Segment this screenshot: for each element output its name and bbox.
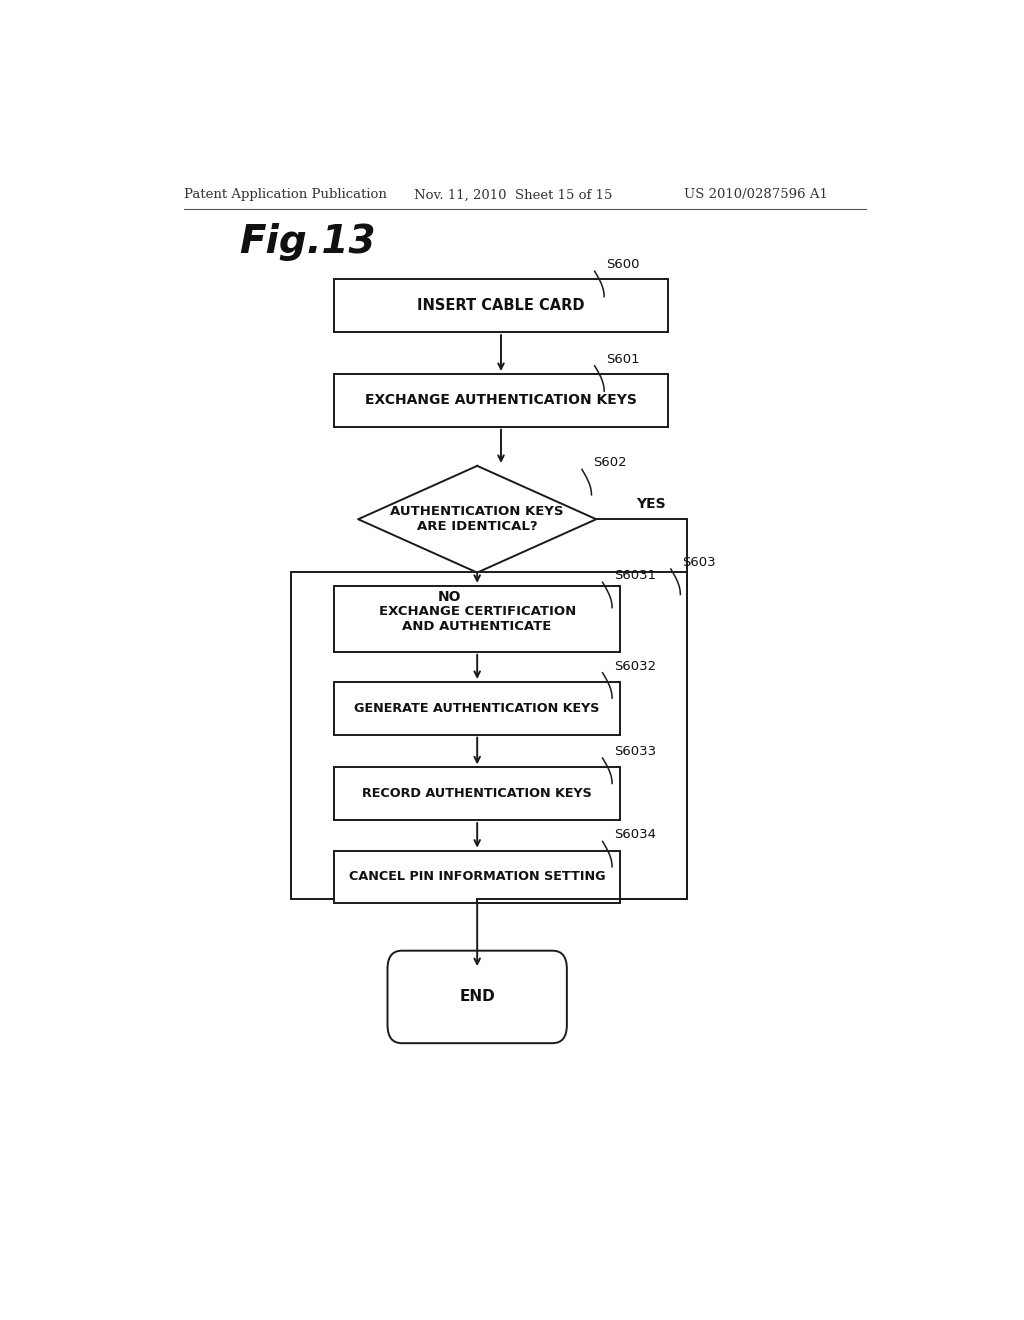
Text: US 2010/0287596 A1: US 2010/0287596 A1 (684, 189, 827, 202)
Text: Patent Application Publication: Patent Application Publication (183, 189, 386, 202)
Text: YES: YES (636, 496, 666, 511)
FancyBboxPatch shape (334, 682, 620, 735)
Text: AUTHENTICATION KEYS
ARE IDENTICAL?: AUTHENTICATION KEYS ARE IDENTICAL? (390, 506, 564, 533)
Text: CANCEL PIN INFORMATION SETTING: CANCEL PIN INFORMATION SETTING (349, 870, 605, 883)
FancyBboxPatch shape (334, 586, 620, 652)
Text: END: END (460, 990, 495, 1005)
Text: RECORD AUTHENTICATION KEYS: RECORD AUTHENTICATION KEYS (362, 787, 592, 800)
Text: Fig.13: Fig.13 (240, 223, 376, 261)
Text: EXCHANGE CERTIFICATION
AND AUTHENTICATE: EXCHANGE CERTIFICATION AND AUTHENTICATE (379, 605, 575, 632)
FancyBboxPatch shape (334, 850, 620, 903)
Text: S6032: S6032 (613, 660, 655, 673)
Text: S601: S601 (606, 352, 639, 366)
Text: EXCHANGE AUTHENTICATION KEYS: EXCHANGE AUTHENTICATION KEYS (365, 393, 637, 408)
FancyBboxPatch shape (334, 280, 668, 333)
Polygon shape (358, 466, 596, 573)
FancyBboxPatch shape (387, 950, 567, 1043)
Text: S600: S600 (606, 259, 639, 271)
Text: NO: NO (437, 590, 461, 605)
Text: S602: S602 (593, 457, 627, 470)
Text: GENERATE AUTHENTICATION KEYS: GENERATE AUTHENTICATION KEYS (354, 702, 600, 714)
Text: INSERT CABLE CARD: INSERT CABLE CARD (417, 298, 585, 313)
FancyBboxPatch shape (334, 374, 668, 426)
FancyBboxPatch shape (334, 767, 620, 820)
Text: S603: S603 (682, 556, 716, 569)
Text: S6034: S6034 (613, 829, 655, 841)
Text: Nov. 11, 2010  Sheet 15 of 15: Nov. 11, 2010 Sheet 15 of 15 (414, 189, 612, 202)
Text: S6031: S6031 (613, 569, 655, 582)
Text: S6033: S6033 (613, 744, 655, 758)
